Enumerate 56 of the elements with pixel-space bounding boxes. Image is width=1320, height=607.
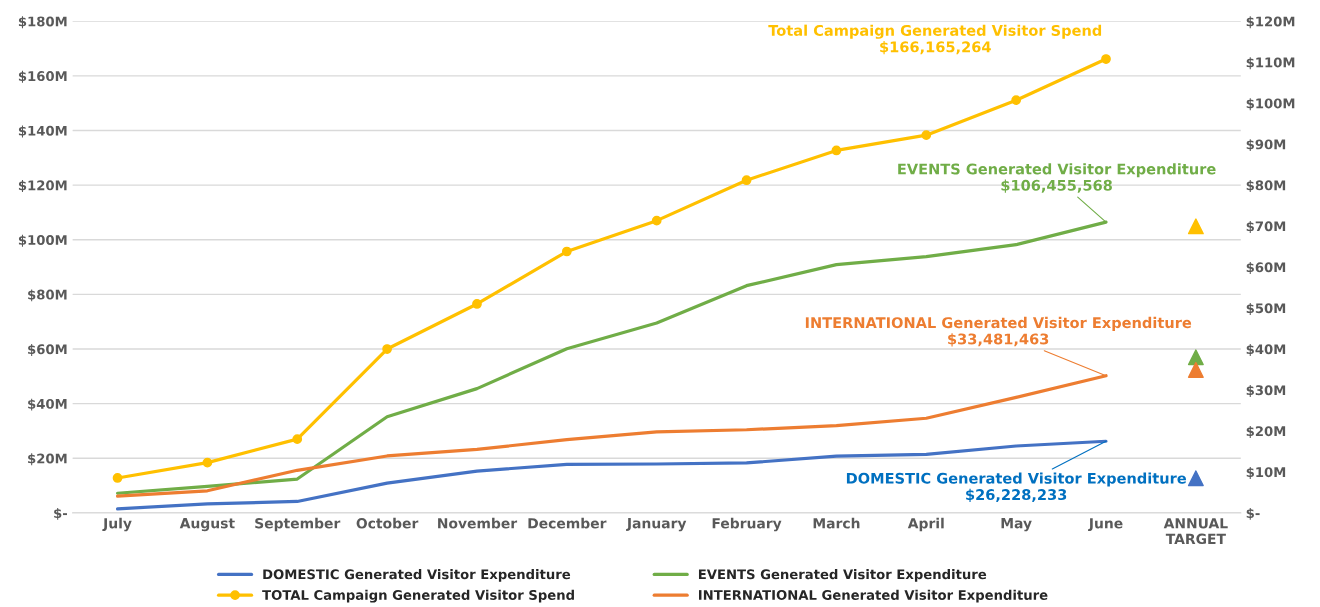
point: [741, 175, 752, 186]
y2-tick-label: $100M: [1246, 98, 1295, 111]
legend-label: EVENTS Generated Visitor Expenditure: [698, 569, 987, 582]
x-tick-label: December: [528, 517, 607, 529]
x-tick-label: October: [356, 517, 419, 529]
x-tick-label: January: [626, 518, 687, 532]
x-tick-label: March: [813, 517, 860, 529]
x-tick-label: June: [1088, 518, 1123, 532]
annotation: DOMESTIC Generated Visitor Expenditure $26,228,233: [846, 472, 1186, 503]
y2-tick-label: $110M: [1246, 57, 1295, 70]
point: [112, 473, 123, 483]
annotation: INTERNATIONAL Generated Visitor Expenditure $33,481,463: [805, 316, 1192, 347]
y-tick-label: $-: [54, 507, 68, 520]
point: [202, 457, 213, 468]
y2-tick-label: $30M: [1246, 384, 1286, 397]
legend-label: INTERNATIONAL Generated Visitor Expenditure: [698, 589, 1048, 603]
x-tick-label: February: [712, 517, 782, 532]
x-tick-label: ANNUAL TARGET: [1163, 518, 1228, 545]
point: [651, 215, 662, 226]
x-tick-label: May: [1001, 518, 1032, 532]
y2-tick-label: $50M: [1246, 303, 1286, 316]
point: [382, 344, 392, 354]
point: [831, 145, 842, 156]
y-tick-label: $180M: [18, 16, 67, 29]
legend-label: TOTAL Campaign Generated Visitor Spend: [262, 589, 574, 603]
point: [921, 130, 932, 141]
point: [561, 246, 572, 257]
x-tick-label: April: [907, 517, 944, 532]
legend-label: DOMESTIC Generated Visitor Expenditure: [263, 569, 571, 582]
y-tick-label: $140M: [18, 125, 67, 138]
y2-tick-label: $90M: [1246, 139, 1286, 152]
y2-tick-label: $60M: [1246, 262, 1286, 275]
y-tick-label: $40M: [28, 398, 67, 411]
y-tick-label: $100M: [18, 234, 67, 247]
y2-tick-label: $70M: [1246, 221, 1286, 234]
y-tick-label: $20M: [28, 453, 67, 466]
y-tick-label: $120M: [18, 180, 67, 193]
point: [1011, 95, 1022, 106]
y-tick-label: $60M: [28, 344, 67, 356]
x-tick-label: August: [179, 518, 235, 532]
point: [1101, 54, 1111, 64]
annotation: Total Campaign Generated Visitor Spend $166,165,264: [768, 24, 1102, 55]
y2-tick-label: $20M: [1246, 425, 1286, 438]
y-tick-label: $80M: [28, 289, 67, 302]
x-tick-label: November: [438, 517, 518, 529]
y2-tick-label: $40M: [1246, 344, 1286, 356]
y2-tick-label: $10M: [1246, 466, 1286, 479]
point: [292, 434, 303, 445]
x-tick-label: September: [255, 517, 341, 532]
y2-tick-label: $-: [1246, 507, 1260, 520]
annotation: EVENTS Generated Visitor Expenditure $106,455,568: [898, 163, 1216, 193]
y-tick-label: $160M: [18, 70, 67, 83]
point: [472, 299, 482, 309]
y2-tick-label: $80M: [1246, 180, 1286, 193]
y2-tick-label: $120M: [1246, 16, 1295, 29]
x-tick-label: July: [102, 517, 132, 532]
